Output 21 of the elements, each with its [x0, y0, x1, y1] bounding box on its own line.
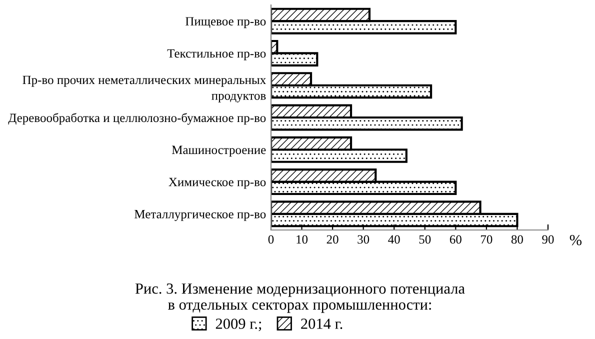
y-tick-label: Машиностроение: [172, 146, 266, 157]
y-tick-label: Деревообработка и целлюлозно-бумажное пр-во: [8, 113, 266, 125]
x-axis-title: %: [570, 234, 582, 246]
x-tick-label: 70: [481, 235, 492, 244]
x-tick-label: 40: [388, 235, 400, 244]
x-tick-label: 80: [511, 235, 523, 244]
x-tick-label: 0: [268, 235, 274, 244]
x-tick-label: 60: [450, 235, 462, 244]
y-tick-label: Пищевое пр-во: [186, 17, 266, 28]
y-tick-label: Металлургическое пр-во: [134, 210, 266, 221]
x-tick-label: 30: [358, 235, 370, 244]
y-tick-label: Пр-во прочих неметаллических минеральных продуктов: [22, 76, 266, 102]
y-tick-label: Химическое пр-во: [168, 178, 266, 189]
x-tick-label: 90: [542, 235, 554, 244]
y-tick-label: Текстильное пр-во: [167, 49, 266, 60]
x-tick-label: 20: [326, 235, 338, 244]
legend-label: 2014 г.: [301, 318, 342, 329]
legend-label: 2009 г.;: [216, 318, 262, 332]
text: Рис. 3. Изменение модернизационного потенциала в отдельных секторах промышленности:: [135, 283, 465, 313]
x-tick-label: 50: [419, 235, 431, 244]
x-tick-label: 10: [296, 235, 308, 244]
